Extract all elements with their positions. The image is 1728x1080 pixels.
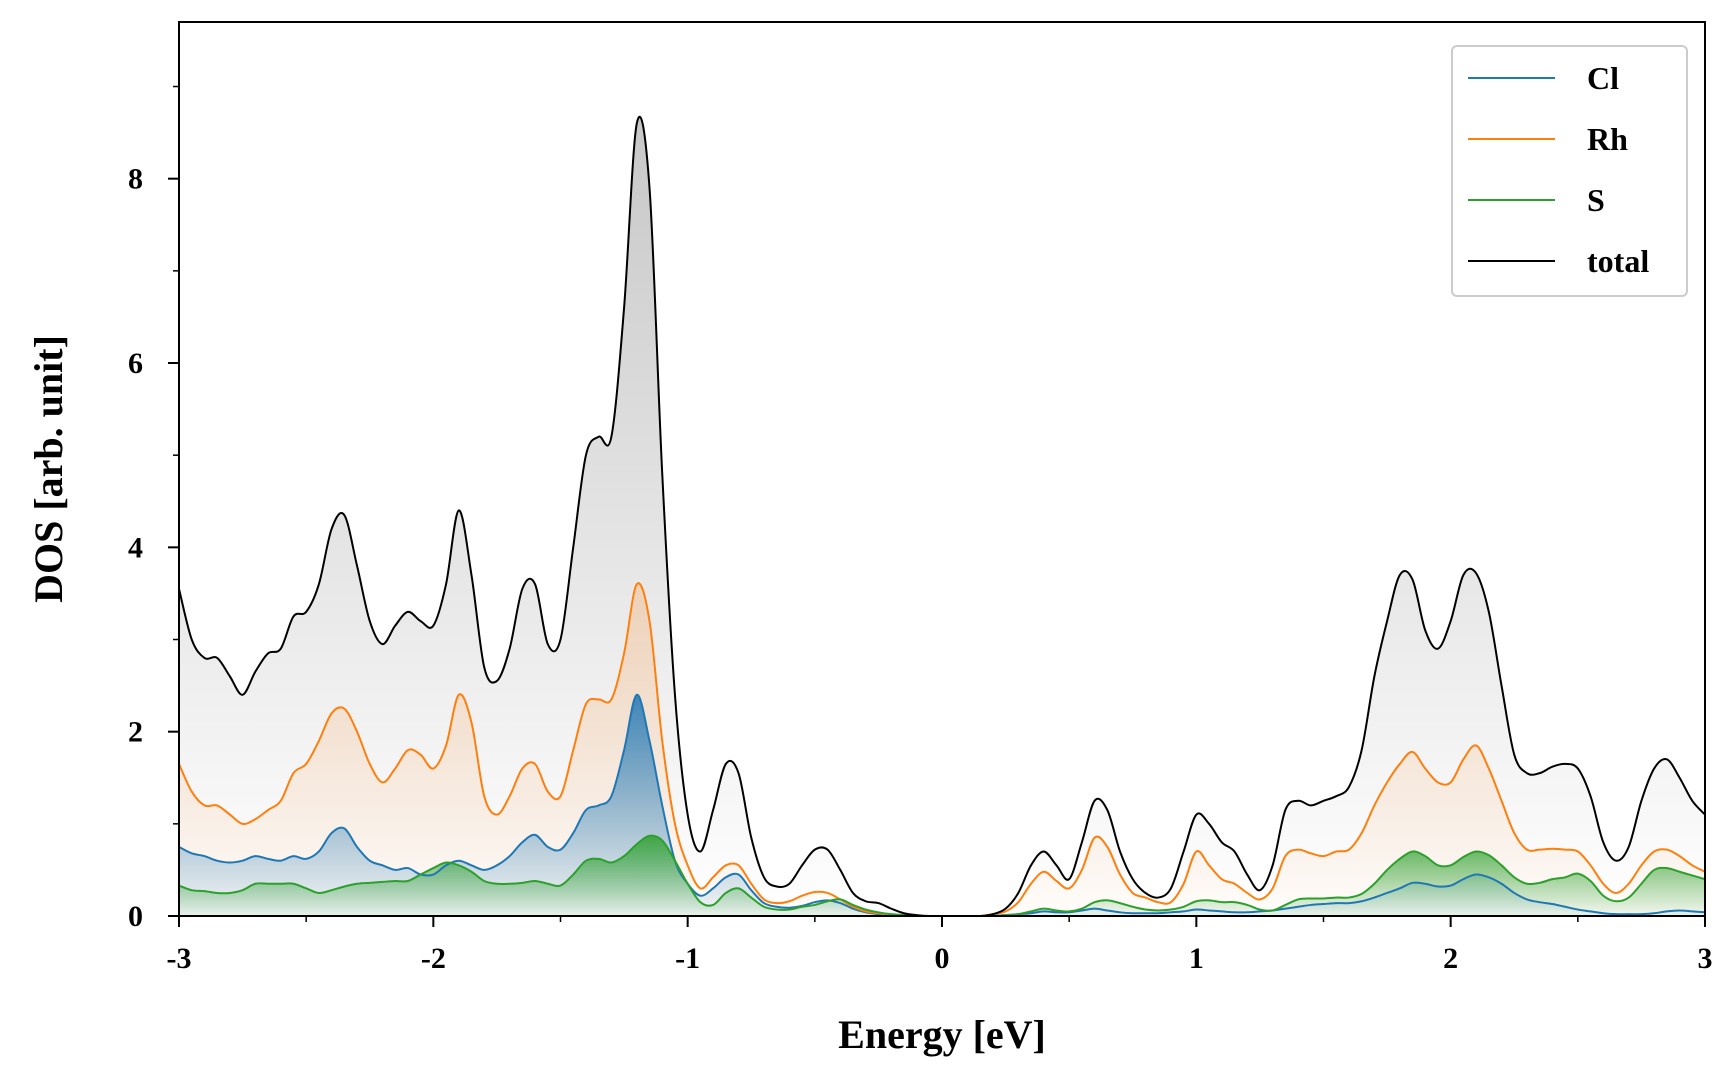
x-tick-label: -1 [675, 942, 700, 975]
y-tick-label: 4 [128, 531, 143, 564]
legend-label-rh: Rh [1587, 121, 1628, 157]
total-area-fill [179, 116, 1705, 916]
legend-label-cl: Cl [1587, 60, 1619, 96]
x-axis-title: Energy [eV] [838, 1012, 1046, 1057]
rh-area-fill [179, 583, 1705, 916]
cl-area-fill [179, 694, 1705, 916]
s-series-line [179, 834, 1705, 916]
x-tick-label: -2 [421, 942, 446, 975]
x-tick-label: 1 [1189, 942, 1204, 975]
y-tick-label: 6 [128, 347, 143, 380]
y-axis-title: DOS [arb. unit] [26, 335, 71, 603]
y-tick-label: 0 [128, 900, 143, 933]
x-tick-label: -3 [167, 942, 192, 975]
s-area-fill [179, 835, 1705, 916]
y-axis: 0 2 4 6 8 [128, 85, 179, 933]
y-tick-label: 2 [128, 716, 143, 749]
legend-label-total: total [1587, 243, 1649, 279]
legend-box [1451, 45, 1688, 297]
x-axis: -3 -2 -1 0 1 2 3 [167, 916, 1713, 975]
x-tick-label: 3 [1698, 942, 1713, 975]
x-tick-label: 2 [1443, 942, 1458, 975]
series-fills [179, 116, 1705, 916]
rh-series-line [179, 582, 1705, 916]
y-tick-label: 8 [128, 163, 143, 196]
cl-series-line [179, 693, 1705, 916]
legend-label-s: S [1587, 182, 1605, 218]
x-tick-label: 0 [935, 942, 950, 975]
